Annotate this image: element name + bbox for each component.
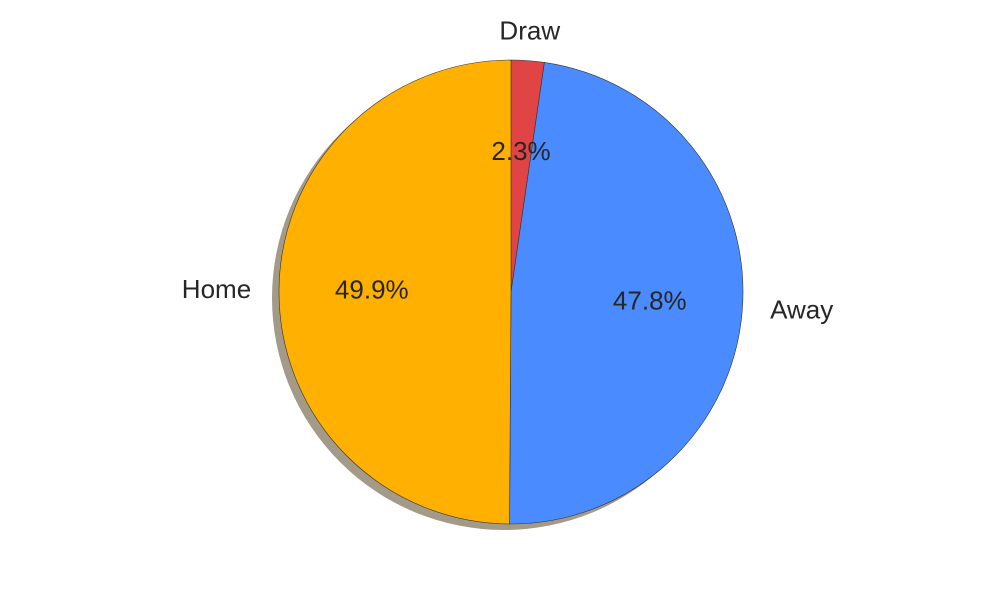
slice-percent-draw: 2.3%: [491, 136, 550, 166]
pie-slice-home: [278, 59, 512, 525]
slice-percent-away: 47.8%: [613, 285, 687, 315]
pie-slices: [278, 59, 744, 525]
slice-label-away: Away: [770, 294, 833, 324]
pie-slice-away: [509, 62, 744, 525]
slice-percent-home: 49.9%: [335, 274, 409, 304]
pie-labels: Draw 2.3% Away 47.8% Home 49.9%: [182, 16, 833, 325]
slice-label-draw: Draw: [499, 16, 560, 46]
slice-label-home: Home: [182, 274, 251, 304]
